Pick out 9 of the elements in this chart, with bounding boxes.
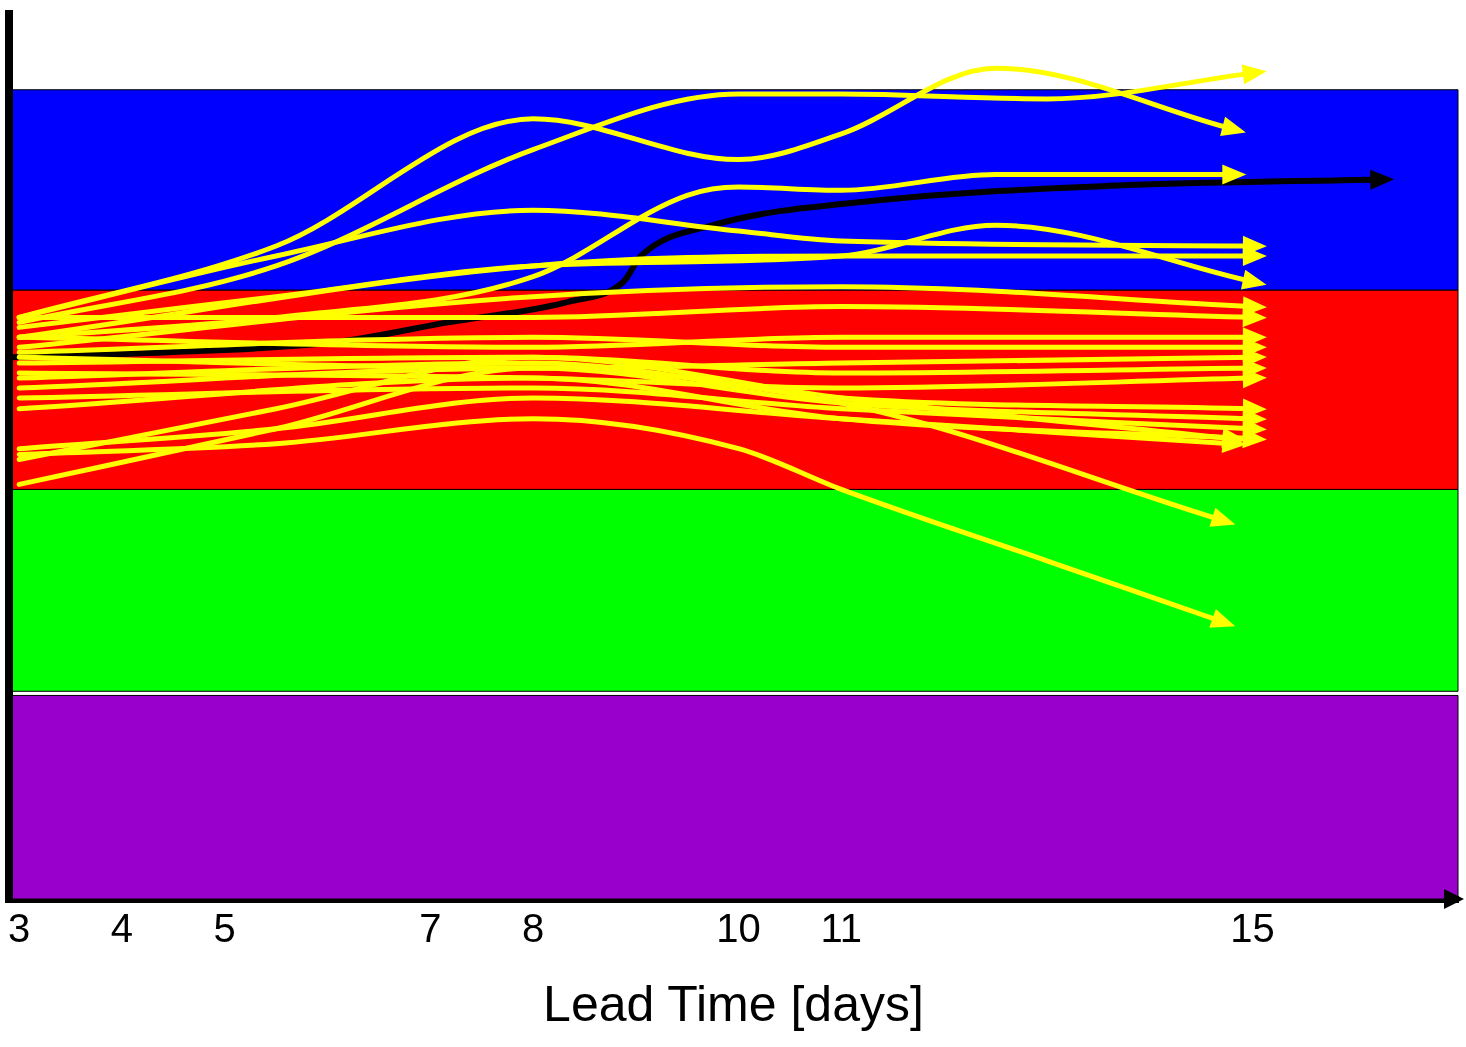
x-tick-label: 7 xyxy=(419,906,442,951)
x-tick-label: 8 xyxy=(521,906,545,951)
x-tick-label: 3 xyxy=(8,906,31,951)
x-tick-label: 11 xyxy=(820,906,863,951)
x-tick-label: 4 xyxy=(110,906,134,951)
x-tick-label: 5 xyxy=(213,906,236,951)
x-tick-label: 10 xyxy=(716,906,761,951)
x-axis-title: Lead Time [days] xyxy=(543,975,924,1032)
x-tick-label: 15 xyxy=(1230,906,1275,951)
